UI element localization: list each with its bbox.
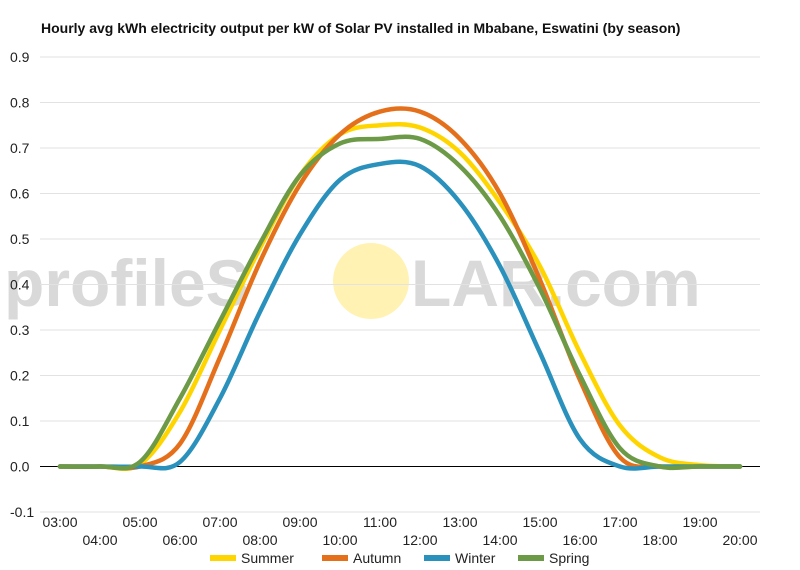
x-tick-label: 03:00 <box>42 514 77 530</box>
x-tick-label: 05:00 <box>122 514 157 530</box>
x-tick-label: 07:00 <box>202 514 237 530</box>
watermark-sun-icon <box>333 243 409 319</box>
y-tick-label: -0.1 <box>10 504 34 520</box>
y-tick-label: 0.7 <box>10 140 30 156</box>
legend-label-summer: Summer <box>241 550 294 566</box>
x-tick-label: 20:00 <box>722 532 757 548</box>
series-line-winter <box>57 159 743 471</box>
x-tick-label: 14:00 <box>482 532 517 548</box>
y-tick-label: 0.0 <box>10 459 30 475</box>
legend-swatch-spring <box>518 555 544 561</box>
y-tick-label: 0.9 <box>10 49 30 65</box>
series-line-spring <box>57 134 743 471</box>
x-tick-label: 09:00 <box>282 514 317 530</box>
x-tick-label: 13:00 <box>442 514 477 530</box>
x-tick-label: 15:00 <box>522 514 557 530</box>
x-tick-label: 12:00 <box>402 532 437 548</box>
watermark: profileS LAR.com <box>4 243 701 320</box>
y-tick-label: 0.5 <box>10 231 30 247</box>
watermark-text-left: profileS <box>4 246 250 320</box>
x-tick-label: 08:00 <box>242 532 277 548</box>
legend: Summer Autumn Winter Spring <box>210 550 589 566</box>
x-axis-ticks: 03:00 04:00 05:00 06:00 07:00 08:00 09:00 10:00… <box>42 514 757 548</box>
legend-swatch-winter <box>424 555 450 561</box>
series-line-autumn <box>57 106 743 471</box>
y-tick-label: 0.1 <box>10 413 30 429</box>
y-tick-label: 0.8 <box>10 95 30 111</box>
y-axis-ticks: -0.1 0.0 0.1 0.2 0.3 0.4 0.5 0.6 0.7 0.8 0.9 <box>10 49 34 520</box>
x-tick-label: 04:00 <box>82 532 117 548</box>
y-tick-label: 0.6 <box>10 186 30 202</box>
legend-label-winter: Winter <box>455 550 496 566</box>
y-tick-label: 0.4 <box>10 277 30 293</box>
y-tick-label: 0.2 <box>10 368 30 384</box>
x-tick-label: 10:00 <box>322 532 357 548</box>
x-tick-label: 06:00 <box>162 532 197 548</box>
legend-label-autumn: Autumn <box>353 550 401 566</box>
x-tick-label: 19:00 <box>682 514 717 530</box>
x-tick-label: 17:00 <box>602 514 637 530</box>
x-tick-label: 11:00 <box>363 514 397 530</box>
legend-swatch-autumn <box>322 555 348 561</box>
x-tick-label: 18:00 <box>642 532 677 548</box>
watermark-text-right: LAR.com <box>411 246 701 320</box>
legend-label-spring: Spring <box>549 550 589 566</box>
x-tick-label: 16:00 <box>562 532 597 548</box>
y-tick-label: 0.3 <box>10 322 30 338</box>
series-line-summer <box>57 122 743 472</box>
series-lines <box>57 106 743 472</box>
chart-title: Hourly avg kWh electricity output per kW… <box>41 20 680 36</box>
legend-swatch-summer <box>210 555 236 561</box>
